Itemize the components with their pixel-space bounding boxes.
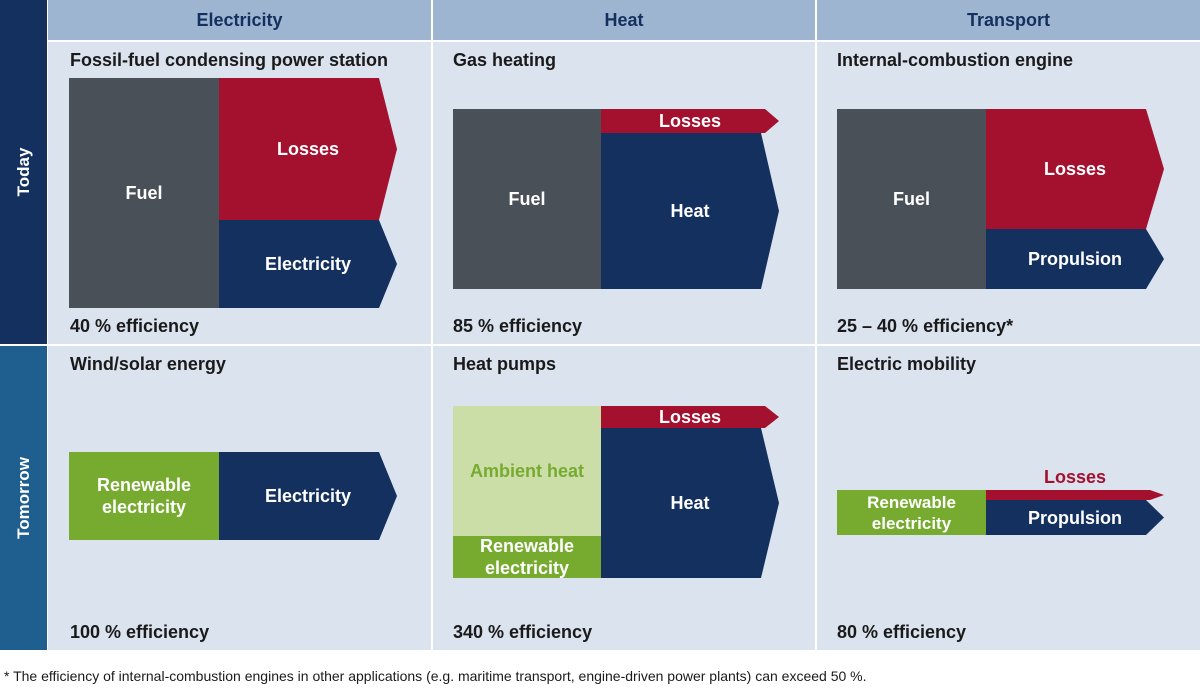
efficiency-label: 340 % efficiency [453, 622, 593, 642]
renewable-electricity-block: Renewable electricity [69, 452, 219, 540]
heat-output-arrow: Heat [601, 133, 779, 289]
cell-today-heat: Gas heating Fuel Losses Heat 85 % effici… [433, 42, 815, 344]
efficiency-label: 80 % efficiency [837, 622, 967, 642]
cell-title: Electric mobility [837, 354, 977, 374]
efficiency-label: 40 % efficiency [70, 316, 200, 336]
losses-arrow: Losses [601, 109, 779, 133]
propulsion-output-arrow: Propulsion [986, 500, 1164, 535]
cell-today-transport: Internal-combustion engine Fuel Losses P… [817, 42, 1200, 344]
cell-title: Heat pumps [453, 354, 557, 374]
cell-tomorrow-electricity: Wind/solar energy Renewable electricity … [48, 346, 431, 650]
cell-tomorrow-heat: Heat pumps Ambient heat Renewable electr… [433, 346, 815, 650]
cell-title: Gas heating [453, 50, 557, 70]
electricity-output-arrow: Electricity [219, 452, 397, 540]
column-header-heat: Heat [433, 0, 815, 40]
footnote: * The efficiency of internal-combustion … [4, 668, 867, 684]
cell-title: Fossil-fuel condensing power station [70, 50, 389, 70]
renewable-electricity-block: Renewable electricity [837, 490, 986, 535]
losses-label: Losses [1043, 467, 1107, 487]
efficiency-label: 25 – 40 % efficiency* [837, 316, 1014, 336]
row-header-today-label: Today [13, 147, 33, 197]
efficiency-label: 100 % efficiency [70, 622, 210, 642]
fuel-block: Fuel [69, 78, 219, 308]
fuel-block: Fuel [453, 109, 601, 289]
propulsion-output-arrow: Propulsion [986, 229, 1164, 289]
efficiency-label: 85 % efficiency [453, 316, 583, 336]
row-header-tomorrow: Tomorrow [0, 346, 47, 650]
row-header-today: Today [0, 0, 47, 344]
row-header-tomorrow-label: Tomorrow [13, 457, 33, 539]
losses-arrow: Losses [986, 109, 1164, 229]
electricity-output-arrow: Electricity [219, 220, 397, 308]
losses-arrow [986, 490, 1164, 500]
losses-arrow: Losses [219, 78, 397, 220]
column-header-transport: Transport [817, 0, 1200, 40]
cell-title: Internal-combustion engine [837, 50, 1074, 70]
losses-arrow: Losses [601, 406, 779, 428]
cell-title: Wind/solar energy [70, 354, 226, 374]
fuel-block: Fuel [837, 109, 986, 289]
column-header-electricity: Electricity [48, 0, 431, 40]
renewable-electricity-block: Renewable electricity [453, 536, 601, 578]
heat-output-arrow: Heat [601, 428, 779, 578]
cell-tomorrow-transport: Electric mobility Renewable electricity … [817, 346, 1200, 650]
cell-today-electricity: Fossil-fuel condensing power station Fue… [48, 42, 431, 344]
ambient-heat-block: Ambient heat [453, 406, 601, 536]
